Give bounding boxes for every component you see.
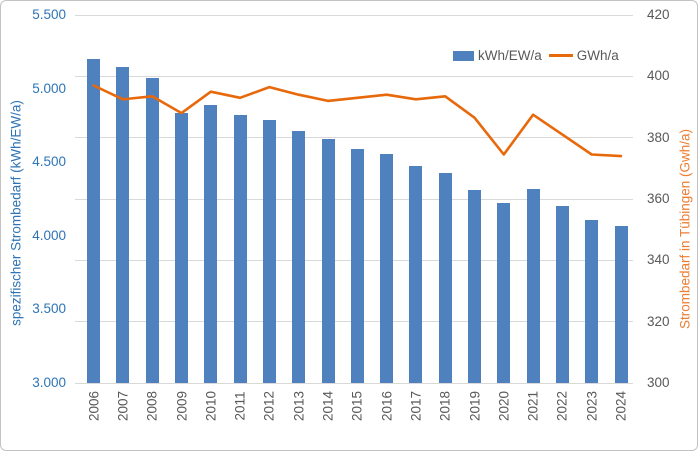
bar-2009	[175, 112, 188, 383]
right-axis-tick-label: 380	[647, 129, 670, 145]
legend-label-line: GWh/a	[576, 48, 619, 63]
bar-2011	[233, 115, 247, 383]
left-axis-title: spezifischer Strombedarf (kWh/EW/a)	[8, 100, 24, 326]
right-axis-tick-label: 400	[647, 68, 670, 84]
x-axis-label-2007: 2007	[115, 390, 131, 422]
x-axis-label-2014: 2014	[320, 390, 336, 422]
bar-2008	[145, 77, 159, 383]
bar-2022	[555, 205, 569, 383]
bar-2021	[526, 189, 540, 383]
x-axis-label-2008: 2008	[144, 390, 160, 422]
right-axis-tick-label: 320	[647, 313, 670, 329]
bar-2016	[380, 154, 394, 383]
bar-2023	[585, 220, 599, 383]
right-axis-tick-label: 340	[647, 252, 670, 268]
line-series-swatch-icon	[548, 54, 573, 57]
legend-item-line: GWh/a	[548, 48, 619, 63]
gridline	[75, 382, 633, 384]
bar-2024	[614, 226, 628, 383]
x-axis-label-2020: 2020	[496, 390, 512, 422]
x-axis-label-2024: 2024	[613, 390, 629, 422]
x-axis-label-2022: 2022	[554, 390, 570, 422]
x-axis-label-2017: 2017	[408, 390, 424, 422]
x-axis-label-2011: 2011	[232, 391, 248, 421]
x-axis-label-2016: 2016	[379, 390, 395, 422]
left-axis-tick-label: 5.000	[32, 80, 66, 96]
bar-2020	[497, 203, 511, 383]
x-axis-label-2021: 2021	[525, 390, 541, 422]
right-axis-tick-label: 420	[647, 7, 670, 22]
right-axis-tick-label: 360	[647, 191, 670, 206]
x-axis-label-2023: 2023	[584, 390, 600, 422]
left-axis-tick-label: 5.500	[32, 7, 66, 22]
x-axis-label-2018: 2018	[437, 390, 453, 422]
legend-label-bar: kWh/EW/a	[478, 48, 542, 63]
gridline	[75, 137, 633, 139]
left-axis-tick-label: 3.000	[32, 375, 66, 390]
x-axis-label-2006: 2006	[86, 390, 102, 422]
bar-2012	[262, 119, 276, 383]
x-axis-label-2015: 2015	[349, 390, 365, 422]
legend: kWh/EW/a GWh/a	[453, 48, 619, 63]
gridline	[75, 14, 633, 16]
left-axis-tick-label: 4.500	[32, 154, 66, 170]
gridline	[75, 75, 633, 77]
x-axis-label-2019: 2019	[467, 390, 482, 422]
left-axis-tick-label: 4.000	[32, 227, 66, 243]
gwh-line	[92, 84, 623, 158]
x-axis-label-2012: 2012	[261, 390, 277, 422]
bar-2013	[292, 130, 306, 383]
bar-2010	[204, 104, 218, 383]
x-axis-label-2009: 2009	[174, 390, 189, 422]
bar-2007	[116, 67, 130, 383]
bar-2006	[87, 59, 101, 383]
bar-2015	[350, 148, 364, 383]
left-axis-tick-label: 3.500	[32, 301, 66, 317]
legend-item-bar: kWh/EW/a	[453, 48, 542, 63]
x-axis-label-2013: 2013	[291, 390, 307, 422]
bar-2017	[409, 165, 423, 383]
right-axis-title: Strombedarf in Tübingen (Gwh/a)	[677, 128, 693, 330]
bar-2014	[321, 138, 335, 383]
bar-2018	[438, 172, 452, 383]
x-axis-label-2010: 2010	[203, 390, 219, 422]
bar-series-swatch-icon	[453, 50, 474, 61]
right-axis-tick-label: 300	[647, 375, 670, 390]
bar-2019	[468, 190, 481, 383]
